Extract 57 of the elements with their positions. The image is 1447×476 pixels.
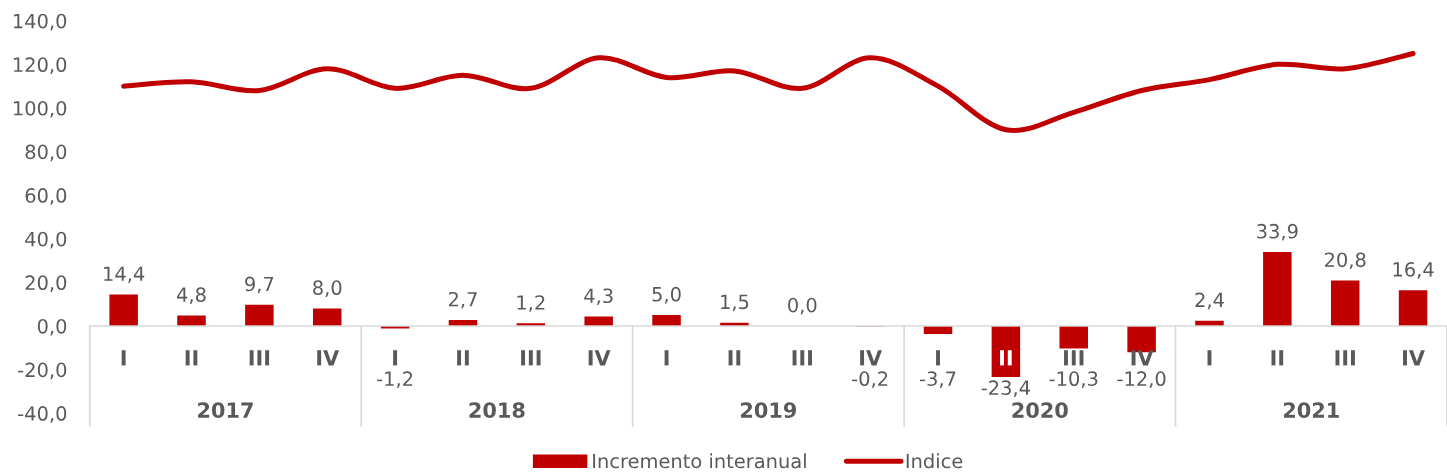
y-tick-label: 80,0 bbox=[25, 144, 67, 162]
data-label: -1,2 bbox=[377, 371, 413, 388]
x-tick-label: II bbox=[1271, 350, 1284, 366]
data-label: 14,4 bbox=[104, 266, 145, 284]
annotation: 2019 bbox=[741, 402, 797, 419]
x-tick-label: IV bbox=[588, 350, 611, 366]
data-label: 5,0 bbox=[652, 286, 681, 304]
x-tick-label: I bbox=[393, 350, 398, 366]
legend-label: Indice bbox=[906, 453, 963, 469]
x-tick-label: I bbox=[664, 350, 669, 366]
legend-label: Incremento interanual bbox=[593, 453, 806, 469]
y-tick-label: 40,0 bbox=[25, 231, 67, 249]
data-label: 0,0 bbox=[788, 297, 817, 315]
x-tick-label: III bbox=[249, 350, 270, 366]
annotation: 2021 bbox=[1283, 402, 1339, 419]
annotation: 2018 bbox=[469, 402, 525, 419]
x-tick-label: III bbox=[521, 350, 541, 366]
y-tick-label: 100,0 bbox=[13, 100, 67, 118]
data-label: 2,4 bbox=[1195, 292, 1224, 310]
y-tick-label: 120,0 bbox=[13, 57, 67, 74]
data-label: -0,2 bbox=[852, 371, 888, 388]
data-label: -12,0 bbox=[1117, 371, 1166, 388]
data-label: 1,2 bbox=[517, 295, 545, 312]
data-label: 4,3 bbox=[584, 288, 613, 306]
data-label: 16,4 bbox=[1393, 262, 1434, 279]
y-tick-label: 60,0 bbox=[25, 188, 67, 205]
data-label: 4,8 bbox=[177, 287, 206, 304]
x-tick-label: II bbox=[457, 350, 469, 366]
x-tick-label: IV bbox=[860, 350, 882, 366]
data-label: 9,7 bbox=[245, 276, 274, 294]
x-tick-label: I bbox=[936, 350, 940, 366]
data-label: -10,3 bbox=[1049, 371, 1098, 388]
data-label: 8,0 bbox=[313, 280, 342, 298]
data-label: 20,8 bbox=[1324, 252, 1366, 270]
y-tick-label: -40,0 bbox=[18, 406, 67, 423]
x-tick-label: II bbox=[728, 350, 741, 366]
data-label: 33,9 bbox=[1257, 223, 1298, 241]
x-tick-label: IV bbox=[317, 350, 340, 366]
x-tick-label: III bbox=[1335, 350, 1355, 366]
y-tick-label: 0,0 bbox=[37, 318, 67, 336]
x-tick-label: IV bbox=[1131, 350, 1154, 366]
data-label: -3,7 bbox=[920, 371, 956, 388]
y-tick-label: 140,0 bbox=[13, 13, 67, 31]
data-label: 2,7 bbox=[448, 291, 477, 309]
annotation: 2017 bbox=[198, 402, 253, 419]
x-tick-label: I bbox=[1207, 350, 1212, 366]
y-tick-label: -20,0 bbox=[18, 362, 67, 380]
x-tick-label: IV bbox=[1403, 350, 1425, 366]
x-tick-label: I bbox=[121, 350, 126, 366]
x-tick-label: II bbox=[185, 350, 198, 366]
x-tick-label: III bbox=[792, 350, 812, 366]
data-label: -23,4 bbox=[981, 380, 1030, 398]
annotation: 2020 bbox=[1012, 402, 1068, 419]
x-tick-label: III bbox=[1064, 350, 1084, 366]
y-tick-label: 20,0 bbox=[25, 275, 67, 293]
data-label: 1,5 bbox=[721, 294, 749, 312]
x-tick-label: II bbox=[1000, 350, 1012, 366]
